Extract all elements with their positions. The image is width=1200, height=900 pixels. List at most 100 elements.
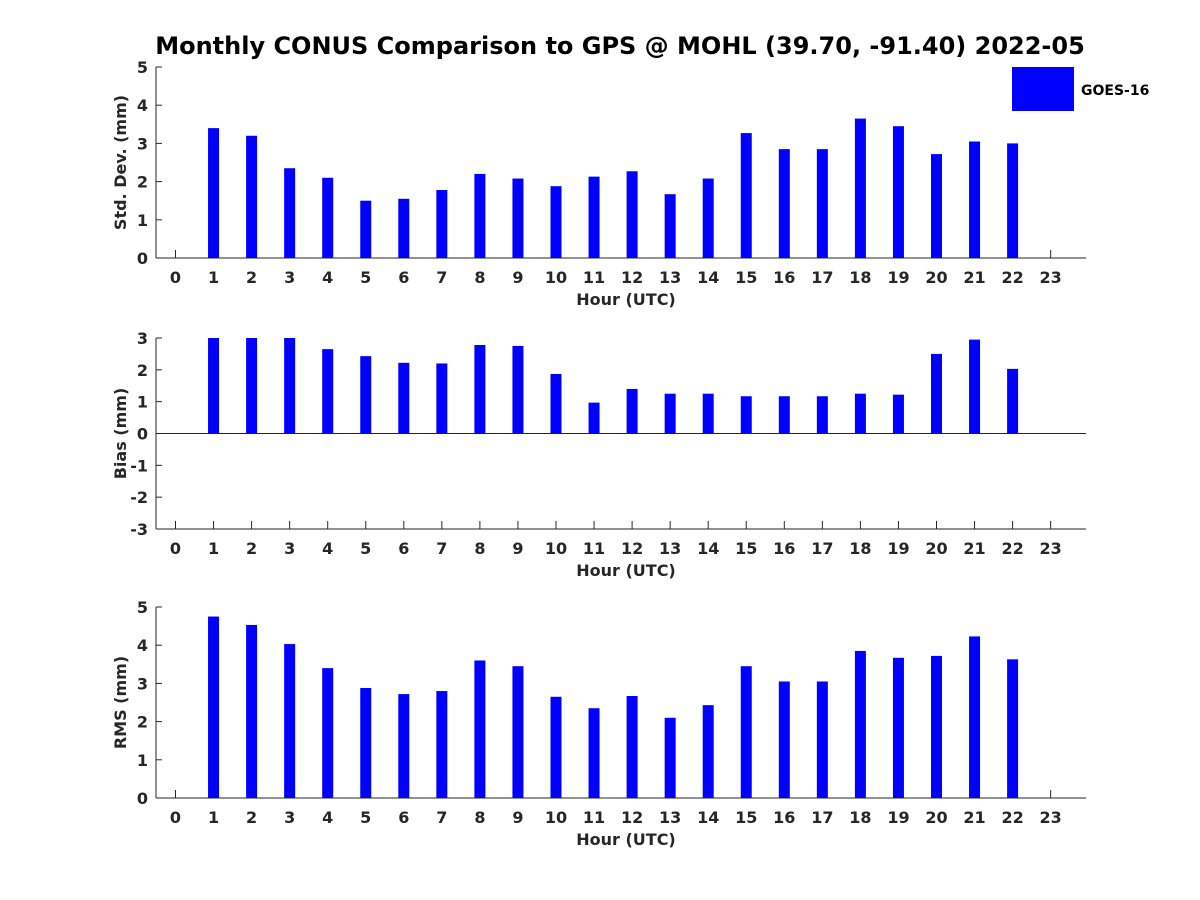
x-tick-label: 2 [246,268,257,287]
y-tick-label: 1 [137,211,148,230]
x-tick-label: 2 [246,808,257,827]
bar [702,393,714,434]
bar [892,126,904,259]
bar [474,660,486,798]
bar [969,141,981,258]
bar [588,708,600,798]
bar [512,666,524,798]
x-tick-label: 20 [925,808,947,827]
bar [322,668,334,798]
x-tick-label: 15 [735,539,757,558]
bar [892,394,904,434]
x-tick-label: 5 [360,268,371,287]
x-tick-label: 23 [1040,808,1062,827]
x-tick-label: 11 [583,268,605,287]
bar [474,345,486,434]
x-tick-label: 9 [512,268,523,287]
x-tick-label: 15 [735,808,757,827]
y-tick-label: 0 [137,789,148,808]
x-tick-label: 10 [545,808,567,827]
bar [931,353,942,434]
legend: GOES-16 [1012,67,1149,111]
bar [664,194,676,258]
bar [1007,143,1019,258]
x-axis-label: Hour (UTC) [576,561,676,580]
bar [246,135,258,258]
y-tick-label: 4 [137,636,148,655]
x-tick-label: 19 [887,268,909,287]
x-tick-label: 17 [811,268,833,287]
bar [398,694,410,798]
bar [398,362,410,434]
x-tick-label: 18 [849,539,871,558]
x-tick-label: 10 [545,268,567,287]
x-tick-label: 11 [583,539,605,558]
x-tick-label: 0 [170,268,181,287]
y-tick-label: 5 [137,58,148,77]
bar [816,681,828,798]
x-tick-label: 22 [1001,808,1023,827]
bar [436,363,448,434]
x-tick-label: 12 [621,268,643,287]
x-tick-label: 16 [773,268,795,287]
bar [588,176,600,258]
x-tick-label: 5 [360,808,371,827]
bar [550,186,562,258]
y-tick-label: 4 [137,96,148,115]
x-tick-label: 8 [474,808,485,827]
x-tick-label: 13 [659,539,681,558]
y-tick-label: -2 [130,488,148,507]
x-tick-label: 20 [925,268,947,287]
x-tick-label: 1 [208,268,219,287]
bar [322,349,334,434]
y-tick-label: 0 [137,249,148,268]
x-tick-label: 2 [246,539,257,558]
legend-label: GOES-16 [1081,83,1149,99]
bar [702,178,714,258]
bar [969,636,981,798]
x-tick-label: 8 [474,539,485,558]
bar [1007,659,1019,798]
x-tick-label: 21 [963,268,985,287]
x-tick-label: 18 [849,808,871,827]
y-tick-label: 1 [137,393,148,412]
y-axis-label: Std. Dev. (mm) [111,95,130,230]
x-tick-label: 12 [621,539,643,558]
x-tick-label: 23 [1040,268,1062,287]
x-tick-label: 5 [360,539,371,558]
bar [740,396,752,434]
bar [512,178,524,258]
x-tick-label: 18 [849,268,871,287]
bar [360,687,372,798]
bar [512,345,524,434]
x-tick-label: 14 [697,268,719,287]
bar [284,168,296,258]
bar [816,149,828,258]
bar [208,128,220,258]
x-tick-label: 21 [963,808,985,827]
bar [550,696,562,798]
bar [626,696,638,798]
bar [208,338,220,434]
bar [436,190,448,258]
x-tick-label: 10 [545,539,567,558]
y-tick-label: 3 [137,674,148,693]
bar [626,388,638,434]
bar [284,338,296,434]
x-tick-label: 0 [170,539,181,558]
y-axis-label: RMS (mm) [111,656,130,749]
x-tick-label: 17 [811,808,833,827]
y-tick-label: 3 [137,329,148,348]
x-tick-label: 9 [512,539,523,558]
y-axis-label: Bias (mm) [111,388,130,480]
bar [664,717,676,798]
x-tick-label: 15 [735,268,757,287]
legend-swatch [1012,67,1074,111]
x-tick-label: 16 [773,539,795,558]
x-tick-label: 14 [697,539,719,558]
x-tick-label: 1 [208,539,219,558]
bar [816,396,828,434]
y-tick-label: 5 [137,598,148,617]
